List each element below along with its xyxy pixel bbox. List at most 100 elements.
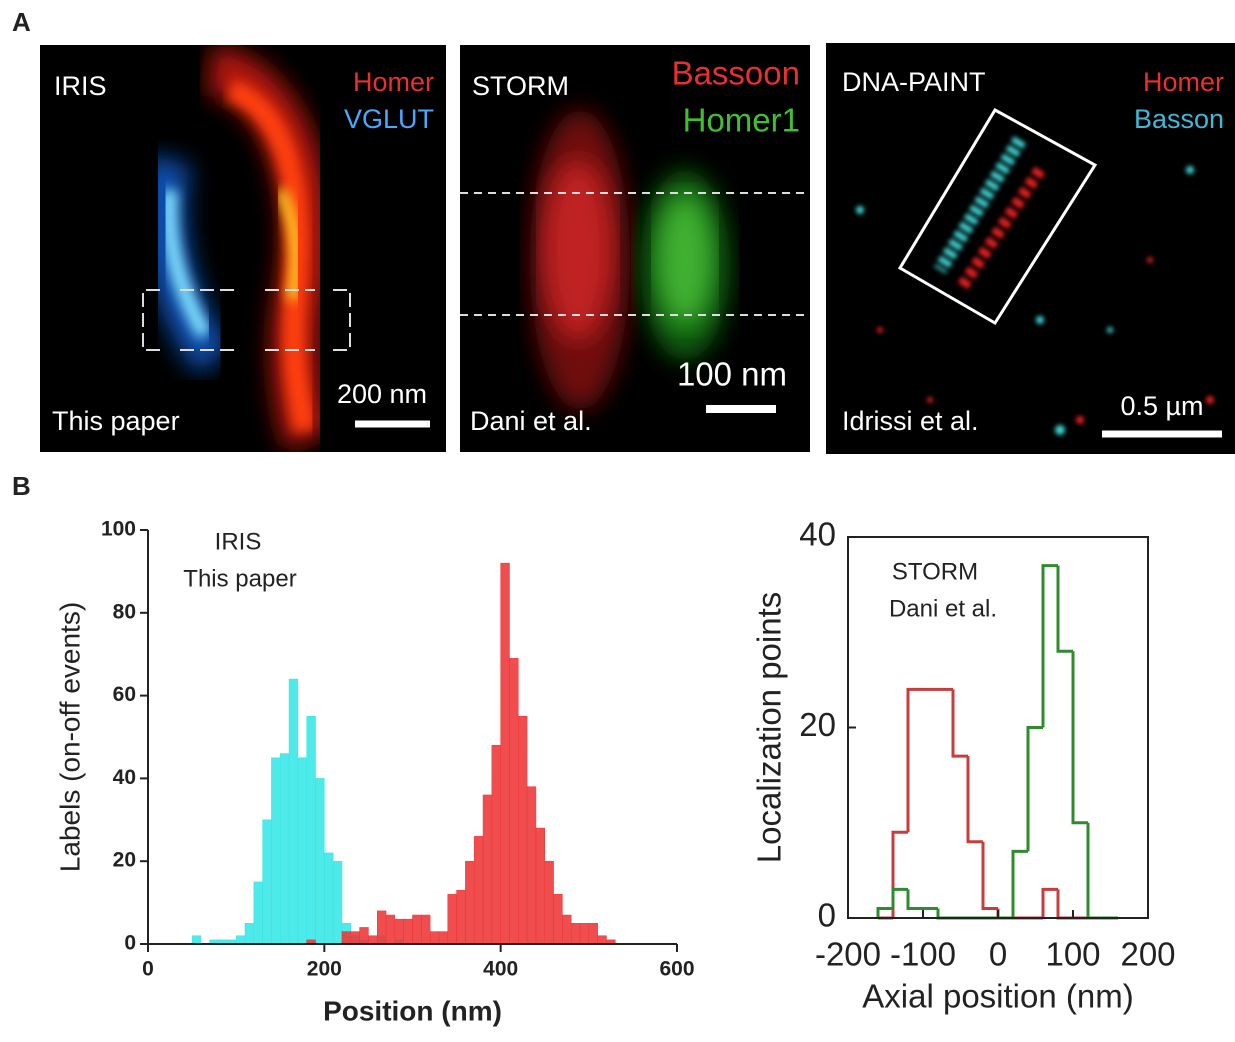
histogram-step [1086, 822, 1103, 920]
x-axis-label: Position (nm) [323, 995, 502, 1026]
histogram-bar [403, 918, 413, 945]
histogram-bar [465, 860, 475, 945]
histogram-step [1041, 887, 1058, 918]
histogram-bar [473, 836, 484, 945]
histogram-bar [518, 716, 528, 945]
histogram-bar [562, 914, 572, 945]
x-tick-label: 400 [483, 958, 518, 981]
y-tick-label: 40 [799, 516, 836, 553]
histogram-bar [376, 910, 387, 945]
histogram-bar [271, 757, 281, 945]
y-tick-label: 20 [799, 706, 836, 743]
histogram-bar [288, 678, 299, 945]
panel-label: B [12, 471, 31, 501]
histogram-step [951, 689, 968, 758]
x-tick-label: 600 [659, 958, 694, 981]
histogram-step [906, 889, 923, 910]
method-label: STORM [472, 71, 569, 101]
channel-label: Bassoon [672, 55, 800, 92]
scale-bar-label: 100 nm [677, 356, 787, 393]
histogram-step [1056, 889, 1073, 920]
histogram-bar [509, 658, 519, 945]
histogram-bar [244, 923, 255, 945]
histogram-bar [447, 894, 457, 945]
histogram-bar [526, 786, 537, 945]
annotation: Dani et al. [889, 595, 997, 622]
annotation: This paper [183, 565, 296, 592]
x-tick-label: 100 [1045, 935, 1100, 972]
histogram-bar [412, 914, 422, 945]
histogram-step [1071, 651, 1088, 825]
x-tick-label: 200 [1120, 935, 1175, 972]
y-tick-label: 80 [113, 600, 136, 623]
scale-bar-label: 0.5 µm [1120, 391, 1203, 421]
histogram-bar [324, 852, 334, 945]
x-tick-label: -200 [815, 935, 881, 972]
histogram-bar [359, 927, 369, 945]
y-axis-label: Labels (on-off events) [54, 602, 85, 872]
annotation: STORM [892, 558, 978, 585]
source-label: Idrissi et al. [842, 406, 979, 436]
histogram-step [1026, 726, 1043, 852]
channel-label: Homer [353, 67, 434, 97]
histogram-bar [579, 923, 590, 945]
channel-label: Homer1 [683, 102, 800, 139]
y-tick-label: 0 [818, 897, 836, 934]
histogram-bar [385, 914, 396, 945]
histogram-bar [588, 923, 598, 945]
method-label: DNA-PAINT [842, 67, 986, 97]
histogram-bar [491, 745, 501, 945]
histogram-bar [297, 757, 307, 945]
histogram-step [891, 830, 908, 918]
histogram-bar [421, 914, 431, 945]
method-label: IRIS [54, 71, 107, 101]
histogram-step [981, 841, 998, 910]
histogram-bar [535, 827, 546, 945]
histogram-bar [315, 778, 325, 945]
panel-label: A [12, 7, 31, 37]
y-tick-label: 100 [101, 518, 136, 541]
histogram-bar [368, 935, 378, 945]
y-tick-label: 20 [113, 849, 136, 872]
source-label: This paper [52, 406, 180, 436]
channel-label: VGLUT [344, 104, 434, 134]
micrograph [460, 45, 810, 452]
histogram-bar [253, 881, 263, 945]
histogram-bar [235, 935, 246, 945]
y-axis-label: Localization points [751, 592, 788, 864]
histogram-bar [306, 716, 316, 945]
histogram-bar [482, 794, 493, 945]
histogram-bar [332, 860, 343, 945]
histogram-step [1011, 849, 1028, 918]
scale-bar-label: 200 nm [337, 379, 427, 409]
channel-label: Homer [1143, 67, 1224, 97]
y-tick-label: 40 [113, 766, 136, 789]
histogram-bar [394, 918, 404, 945]
source-label: Dani et al. [470, 406, 592, 436]
annotation: IRIS [215, 528, 262, 555]
x-tick-label: 0 [989, 935, 1007, 972]
histogram-bar [350, 931, 360, 945]
histogram-step [891, 887, 908, 909]
y-tick-label: 0 [124, 932, 136, 955]
histogram-bar [570, 923, 581, 945]
histogram-bar [553, 894, 563, 945]
histogram-bar [262, 819, 272, 945]
histogram-bar [280, 753, 290, 945]
histogram-bar [341, 931, 352, 945]
histogram-bar [429, 931, 440, 945]
x-axis-label: Axial position (nm) [862, 978, 1133, 1015]
micrograph [40, 45, 446, 452]
histogram-bar [438, 931, 449, 945]
histogram-bar [500, 562, 510, 945]
y-tick-label: 60 [113, 683, 136, 706]
micrograph [826, 43, 1235, 454]
histogram-step [1041, 564, 1058, 728]
x-tick-label: -100 [890, 935, 956, 972]
histogram-bar [597, 935, 607, 945]
x-tick-label: 0 [142, 958, 154, 981]
histogram-step [1056, 565, 1073, 653]
histogram-step [876, 906, 893, 918]
histogram-bar [544, 860, 554, 945]
